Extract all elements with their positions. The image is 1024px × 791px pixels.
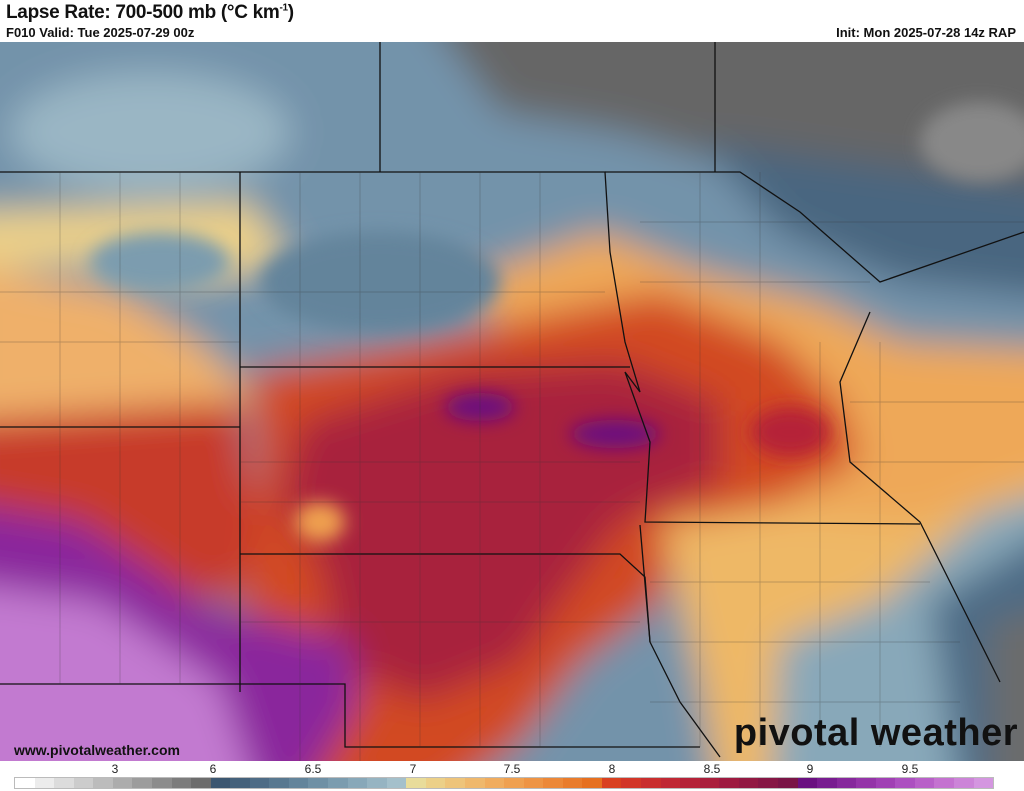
colorbar-swatch [406, 778, 426, 788]
colorbar-swatch [112, 778, 133, 788]
title-close: ) [287, 2, 294, 23]
colorbar-label: 6 [209, 762, 217, 776]
title-text: Lapse Rate: 700-500 mb (°C km [6, 2, 280, 23]
colorbar-swatch [34, 778, 55, 788]
colorbar-swatch [210, 778, 231, 788]
map-field [0, 42, 1024, 761]
colorbar-swatch [367, 778, 387, 788]
colorbar-swatch [191, 778, 211, 788]
colorbar-swatch [73, 778, 94, 788]
colorbar-swatch [132, 778, 152, 788]
colorbar-swatch [464, 778, 485, 788]
lapse-rate-map[interactable] [0, 42, 1024, 761]
colorbar-swatch [543, 778, 563, 788]
pivotal-weather-logo: pivotal weather [733, 712, 1018, 754]
colorbar-swatch [93, 778, 113, 788]
valid-time: F010 Valid: Tue 2025-07-29 00z [6, 25, 195, 40]
colorbar-swatch [680, 778, 700, 788]
colorbar-swatch [504, 778, 524, 788]
colorbar-swatch [151, 778, 172, 788]
colorbar-swatch [836, 778, 857, 788]
colorbar-swatch [288, 778, 309, 788]
colorbar-swatch [934, 778, 954, 788]
contour-fill [0, 42, 1024, 761]
colorbar-swatch [347, 778, 368, 788]
colorbar-swatch [601, 778, 622, 788]
colorbar-swatch [54, 778, 74, 788]
colorbar-swatch [249, 778, 270, 788]
colorbar-swatch [269, 778, 289, 788]
colorbar-swatch [230, 778, 250, 788]
colorbar-label: 6.5 [304, 762, 322, 776]
colorbar-swatch [660, 778, 681, 788]
state-borders [0, 42, 1024, 758]
colorbar-swatch [758, 778, 778, 788]
colorbar-swatch [308, 778, 328, 788]
colorbar-label: 7 [409, 762, 417, 776]
colorbar-labels: 3 6 6.5 7 7.5 8 8.5 9 9.5 [0, 762, 1024, 776]
colorbar-swatch [817, 778, 837, 788]
colorbar-label: 9.5 [901, 762, 919, 776]
colorbar-swatch [15, 778, 35, 788]
colorbar-swatch [445, 778, 465, 788]
colorbar-swatch [641, 778, 661, 788]
colorbar-swatch [171, 778, 192, 788]
colorbar-swatch [954, 778, 974, 788]
colorbar-label: 7.5 [503, 762, 521, 776]
map-title: Lapse Rate: 700-500 mb (°C km-1) [6, 2, 294, 24]
colorbar-swatch [699, 778, 720, 788]
colorbar-swatch [562, 778, 583, 788]
colorbar-swatch [523, 778, 544, 788]
title-unit-exponent: -1 [279, 2, 288, 14]
county-borders [0, 172, 1024, 761]
colorbar-label: 3 [111, 762, 119, 776]
colorbar-swatch [797, 778, 818, 788]
colorbar [14, 777, 994, 789]
colorbar-swatch [582, 778, 602, 788]
colorbar-swatch [484, 778, 505, 788]
colorbar-swatch [777, 778, 798, 788]
colorbar-swatch [328, 778, 348, 788]
colorbar-swatch [973, 778, 994, 788]
init-time: Init: Mon 2025-07-28 14z RAP [836, 25, 1016, 40]
colorbar-swatch [425, 778, 446, 788]
colorbar-swatch [621, 778, 641, 788]
colorbar-swatch [719, 778, 739, 788]
colorbar-label: 8 [608, 762, 616, 776]
colorbar-swatch [914, 778, 935, 788]
website-url: www.pivotalweather.com [14, 742, 180, 758]
colorbar-label: 8.5 [703, 762, 721, 776]
colorbar-label: 9 [806, 762, 814, 776]
colorbar-swatch [895, 778, 915, 788]
colorbar-swatch [856, 778, 876, 788]
colorbar-swatch [738, 778, 759, 788]
colorbar-swatch [386, 778, 407, 788]
colorbar-swatch [875, 778, 896, 788]
